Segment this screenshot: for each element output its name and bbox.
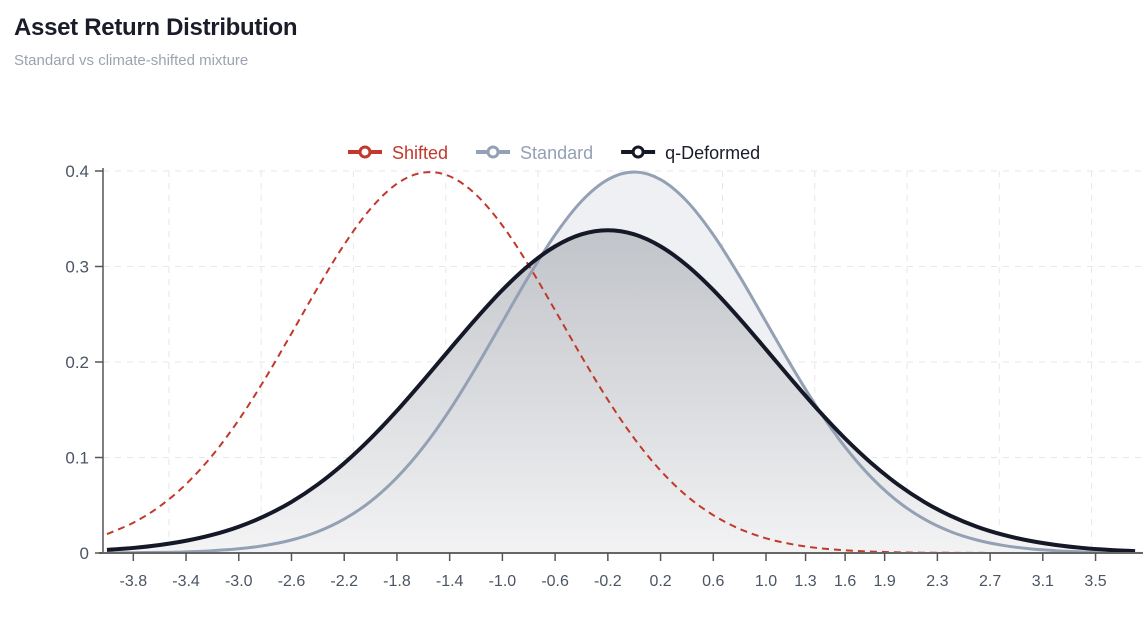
y-tick-label: 0.3 [65, 258, 89, 277]
x-tick-label: -1.8 [383, 573, 411, 590]
legend-label: Shifted [392, 143, 448, 163]
q-deformed-area [103, 230, 1143, 553]
standard-line [106, 170, 1136, 554]
y-tick-label: 0.2 [65, 353, 89, 372]
y-tick-label: 0.4 [65, 162, 89, 181]
q-deformed-line [106, 228, 1136, 554]
chart-subtitle: Standard vs climate-shifted mixture [14, 52, 249, 69]
axes: 0 0.1 0.2 0.3 0.4 -3.8 -3.4 -3.0 -2.6 -2.2 -1.8 -1.… [65, 162, 1143, 590]
x-tick-label: -2.6 [278, 573, 306, 590]
x-tick-label: 1.0 [755, 573, 777, 590]
x-tick-label: -3.4 [172, 573, 200, 590]
x-tick-label: -0.6 [541, 573, 569, 590]
series-layer [103, 170, 1143, 554]
legend-marker-icon [486, 145, 500, 159]
x-tick-label: 3.1 [1032, 573, 1054, 590]
x-tick-label: 0.6 [702, 573, 724, 590]
x-tick-label: -3.0 [225, 573, 253, 590]
x-tick-label: -1.0 [489, 573, 517, 590]
y-tick-label: 0.1 [65, 449, 89, 468]
x-tick-label: 0.2 [649, 573, 671, 590]
legend-label: Standard [520, 143, 593, 163]
x-tick-label: 1.9 [874, 573, 896, 590]
legend-item-standard: Standard [476, 143, 593, 163]
x-tick-label: -2.2 [330, 573, 358, 590]
legend-label: q-Deformed [665, 143, 760, 163]
legend: Shifted Standard q-Deformed [348, 143, 760, 163]
legend-marker-icon [358, 145, 372, 159]
legend-item-q-deformed: q-Deformed [621, 143, 760, 163]
x-tick-label: -0.2 [594, 573, 622, 590]
legend-item-shifted: Shifted [348, 143, 448, 163]
chart-title: Asset Return Distribution [14, 14, 298, 41]
x-tick-label: 3.5 [1084, 573, 1106, 590]
shifted-line [106, 171, 1136, 554]
x-tick-label: 1.3 [794, 573, 816, 590]
x-tick-label: 1.6 [834, 573, 856, 590]
y-tick-label: 0 [80, 544, 89, 563]
legend-marker-icon [631, 145, 645, 159]
x-tick-label: 2.7 [979, 573, 1001, 590]
x-tick-label: -3.8 [120, 573, 148, 590]
x-tick-label: -1.4 [436, 573, 464, 590]
x-tick-label: 2.3 [926, 573, 948, 590]
